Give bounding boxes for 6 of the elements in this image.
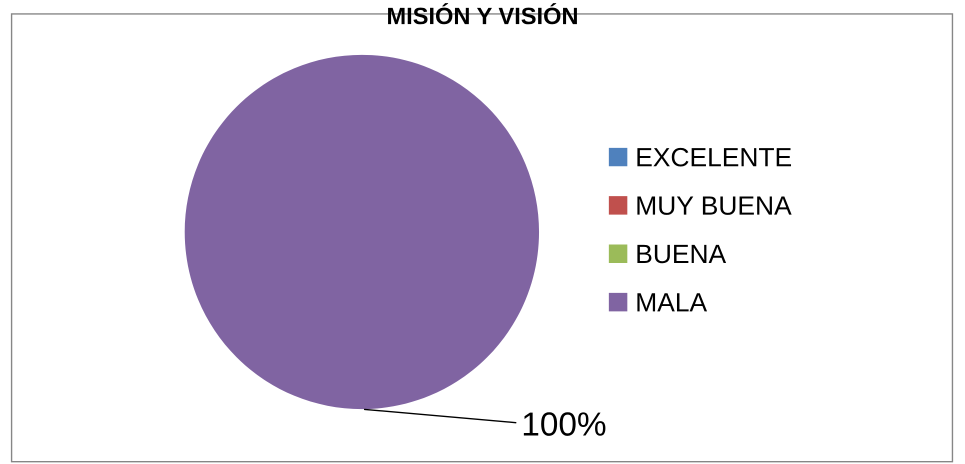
- data-label: 100%: [524, 412, 606, 436]
- legend-label: BUENA: [637, 244, 726, 264]
- legend-label: MALA: [637, 293, 708, 312]
- chart-title: MISIÓN Y VISIÓN: [388, 3, 577, 24]
- legend-label: MUY BUENA: [637, 196, 792, 215]
- legend-label: EXCELENTE: [637, 148, 792, 167]
